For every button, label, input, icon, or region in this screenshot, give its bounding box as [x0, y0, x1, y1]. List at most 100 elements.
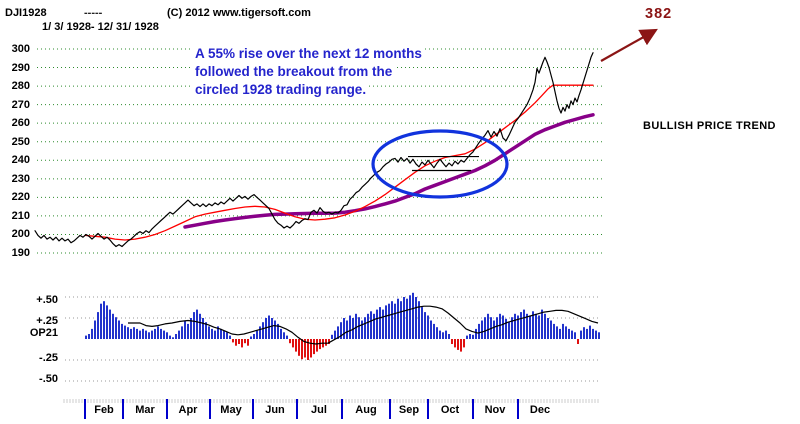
op21-bar [478, 323, 480, 339]
op21-bar [106, 305, 108, 339]
op21-bar [436, 327, 438, 339]
op21-bar [577, 339, 579, 344]
op21-bar [271, 318, 273, 339]
op21-bar [532, 311, 534, 339]
y-axis-tick-190: 190 [11, 247, 30, 259]
op21-bar [448, 334, 450, 339]
op21-bar [145, 330, 147, 339]
y-axis-tick-260: 260 [11, 117, 30, 129]
op21-bar [538, 315, 540, 339]
op21-bar [424, 312, 426, 339]
op21-bar [463, 339, 465, 348]
op21-bar [160, 328, 162, 339]
op21-bar [157, 326, 159, 339]
op21-bar [529, 315, 531, 339]
op21-bar [376, 309, 378, 339]
op21-bar [283, 332, 285, 339]
month-label-dec: Dec [529, 404, 551, 416]
op21-bar [289, 339, 291, 344]
op21-bar [91, 328, 93, 339]
legend-dashes: ----- [84, 7, 103, 19]
op21-bar [178, 330, 180, 339]
op21-bar [409, 295, 411, 339]
op21-bar [415, 297, 417, 339]
op21-bar [136, 328, 138, 339]
op21-bar [466, 335, 468, 339]
op21-bar [562, 323, 564, 339]
op21-bar [352, 318, 354, 339]
op21-bar [334, 330, 336, 339]
op21-bar [361, 320, 363, 339]
y-axis-tick-280: 280 [11, 80, 30, 92]
op21-bar [592, 328, 594, 339]
op21-bar [511, 317, 513, 339]
ticker-symbol-label: DJI1928 [5, 7, 47, 19]
op21-bar [595, 330, 597, 339]
op21-bar [187, 323, 189, 339]
op21-bar [541, 309, 543, 339]
y-axis-tick-220: 220 [11, 191, 30, 203]
op21-bar [232, 339, 234, 343]
trading-range-ellipse [371, 129, 509, 199]
breakout-arrow [600, 28, 658, 62]
op21-bar [394, 303, 396, 339]
month-label-jul: Jul [311, 404, 327, 416]
month-label-aug: Aug [355, 404, 377, 416]
op21-bar [163, 330, 165, 339]
op21-bar [433, 323, 435, 339]
op21-bar [364, 317, 366, 339]
month-label-apr: Apr [178, 404, 198, 416]
op21-bar [211, 328, 213, 339]
op21-bar [226, 332, 228, 339]
short-moving-average-line [84, 84, 594, 241]
op21-bar [253, 334, 255, 339]
op21-bar [583, 327, 585, 339]
y-axis-tick-270: 270 [11, 99, 30, 111]
op21-bar [349, 315, 351, 339]
op21-bar [457, 339, 459, 350]
month-label-sep: Sep [398, 404, 420, 416]
op21-bar [445, 330, 447, 339]
op21-bar [133, 327, 135, 339]
op21-bar [295, 339, 297, 352]
op21-bar [175, 334, 177, 339]
op21-bar [142, 328, 144, 339]
op21-bar [418, 301, 420, 339]
op21-bar [547, 318, 549, 339]
month-label-nov: Nov [484, 404, 506, 416]
op21-bar [514, 313, 516, 339]
op21-bar [571, 330, 573, 339]
op21-minus50-label: -.50 [39, 373, 58, 385]
op21-bar [139, 330, 141, 339]
op21-bar [241, 339, 243, 348]
op21-bar [358, 317, 360, 339]
annotation-text-line3: circled 1928 trading range. [193, 82, 369, 97]
op21-bar [184, 320, 186, 339]
y-axis-tick-290: 290 [11, 62, 30, 74]
op21-bar [124, 325, 126, 339]
op21-bar [487, 313, 489, 339]
y-axis-tick-300: 300 [11, 43, 30, 55]
op21-bar [439, 330, 441, 339]
op21-bar [280, 328, 282, 339]
op21-bar [304, 339, 306, 358]
op21-bar [523, 309, 525, 339]
op21-bar [190, 318, 192, 339]
op21-bar [565, 326, 567, 339]
month-label-jun: Jun [265, 404, 285, 416]
op21-bar [154, 328, 156, 339]
annotation-text-line1: A 55% rise over the next 12 months [193, 46, 424, 61]
y-axis-tick-240: 240 [11, 154, 30, 166]
op21-bar [454, 339, 456, 348]
op21-bar [580, 330, 582, 339]
op21-bar [343, 318, 345, 339]
op21-bar [520, 312, 522, 339]
op21-bar [472, 334, 474, 339]
op21-bar [391, 301, 393, 339]
op21-bar [109, 309, 111, 339]
op21-bar [475, 328, 477, 339]
op21-bar [166, 332, 168, 339]
op21-bar [235, 339, 237, 346]
month-label-feb: Feb [94, 404, 114, 416]
